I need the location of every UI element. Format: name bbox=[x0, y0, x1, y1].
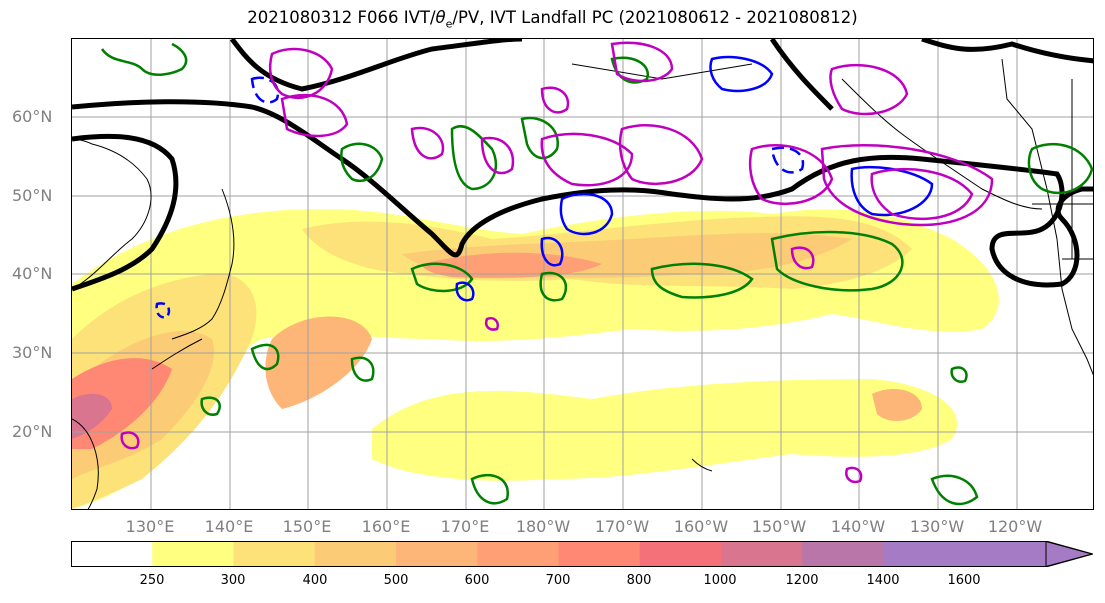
colorbar-segment bbox=[721, 541, 803, 567]
colorbar-segment bbox=[71, 541, 153, 567]
colorbar-segment bbox=[964, 541, 1047, 567]
colorbar-segment bbox=[802, 541, 884, 567]
colorbar-extend-arrow bbox=[1045, 541, 1093, 567]
colorbar-tick-label: 250 bbox=[139, 573, 165, 588]
ivt-colorbar bbox=[71, 541, 1093, 567]
lat-label-40n: 40°N bbox=[12, 264, 53, 283]
map-panel bbox=[71, 38, 1094, 510]
gridlines bbox=[72, 39, 1093, 509]
ivt-shading bbox=[72, 209, 999, 509]
pv-contours bbox=[155, 55, 934, 319]
map-title: 2021080312 F066 IVT/θe/PV, IVT Landfall … bbox=[247, 8, 858, 31]
lon-label-180w: 180°W bbox=[515, 517, 571, 536]
colorbar-segment bbox=[314, 541, 397, 567]
lon-label-150w: 150°W bbox=[751, 517, 807, 536]
lat-label-60n: 60°N bbox=[12, 107, 53, 126]
landfall-pc-contours bbox=[120, 41, 994, 484]
lon-label-160e: 160°E bbox=[361, 517, 411, 536]
lat-label-30n: 30°N bbox=[12, 343, 53, 362]
lon-label-140w: 140°W bbox=[830, 517, 886, 536]
colorbar-tick-label: 1000 bbox=[703, 573, 737, 588]
colorbar-segment bbox=[233, 541, 316, 567]
lon-label-130w: 130°W bbox=[909, 517, 965, 536]
colorbar-outline bbox=[71, 541, 1093, 567]
lon-label-140e: 140°E bbox=[204, 517, 254, 536]
lat-label-50n: 50°N bbox=[12, 186, 53, 205]
colorbar-tick-label: 600 bbox=[464, 573, 490, 588]
coastlines bbox=[72, 58, 1093, 509]
lon-label-150e: 150°E bbox=[282, 517, 332, 536]
colorbar-tick-label: 800 bbox=[626, 573, 652, 588]
colorbar-segment bbox=[558, 541, 641, 567]
colorbar-tick-label: 300 bbox=[220, 573, 246, 588]
lat-label-20n: 20°N bbox=[12, 422, 53, 441]
colorbar-segment bbox=[477, 541, 559, 567]
colorbar-tick-label: 700 bbox=[545, 573, 571, 588]
colorbar-segment bbox=[152, 541, 234, 567]
colorbar-tick-label: 1200 bbox=[785, 573, 819, 588]
lon-label-160w: 160°W bbox=[673, 517, 729, 536]
colorbar-tick-label: 400 bbox=[302, 573, 328, 588]
colorbar-tick-label: 500 bbox=[383, 573, 409, 588]
lon-label-130e: 130°E bbox=[125, 517, 175, 536]
lon-label-170w: 170°W bbox=[594, 517, 650, 536]
colorbar-segment bbox=[396, 541, 478, 567]
lon-label-170e: 170°E bbox=[440, 517, 490, 536]
colorbar-tick-label: 1400 bbox=[866, 573, 900, 588]
lon-label-120w: 120°W bbox=[987, 517, 1043, 536]
colorbar-segment bbox=[639, 541, 722, 567]
colorbar-segment bbox=[883, 541, 966, 567]
colorbar-tick-label: 1600 bbox=[947, 573, 981, 588]
map-canvas bbox=[72, 39, 1093, 509]
theta-e-contours bbox=[100, 42, 1093, 506]
